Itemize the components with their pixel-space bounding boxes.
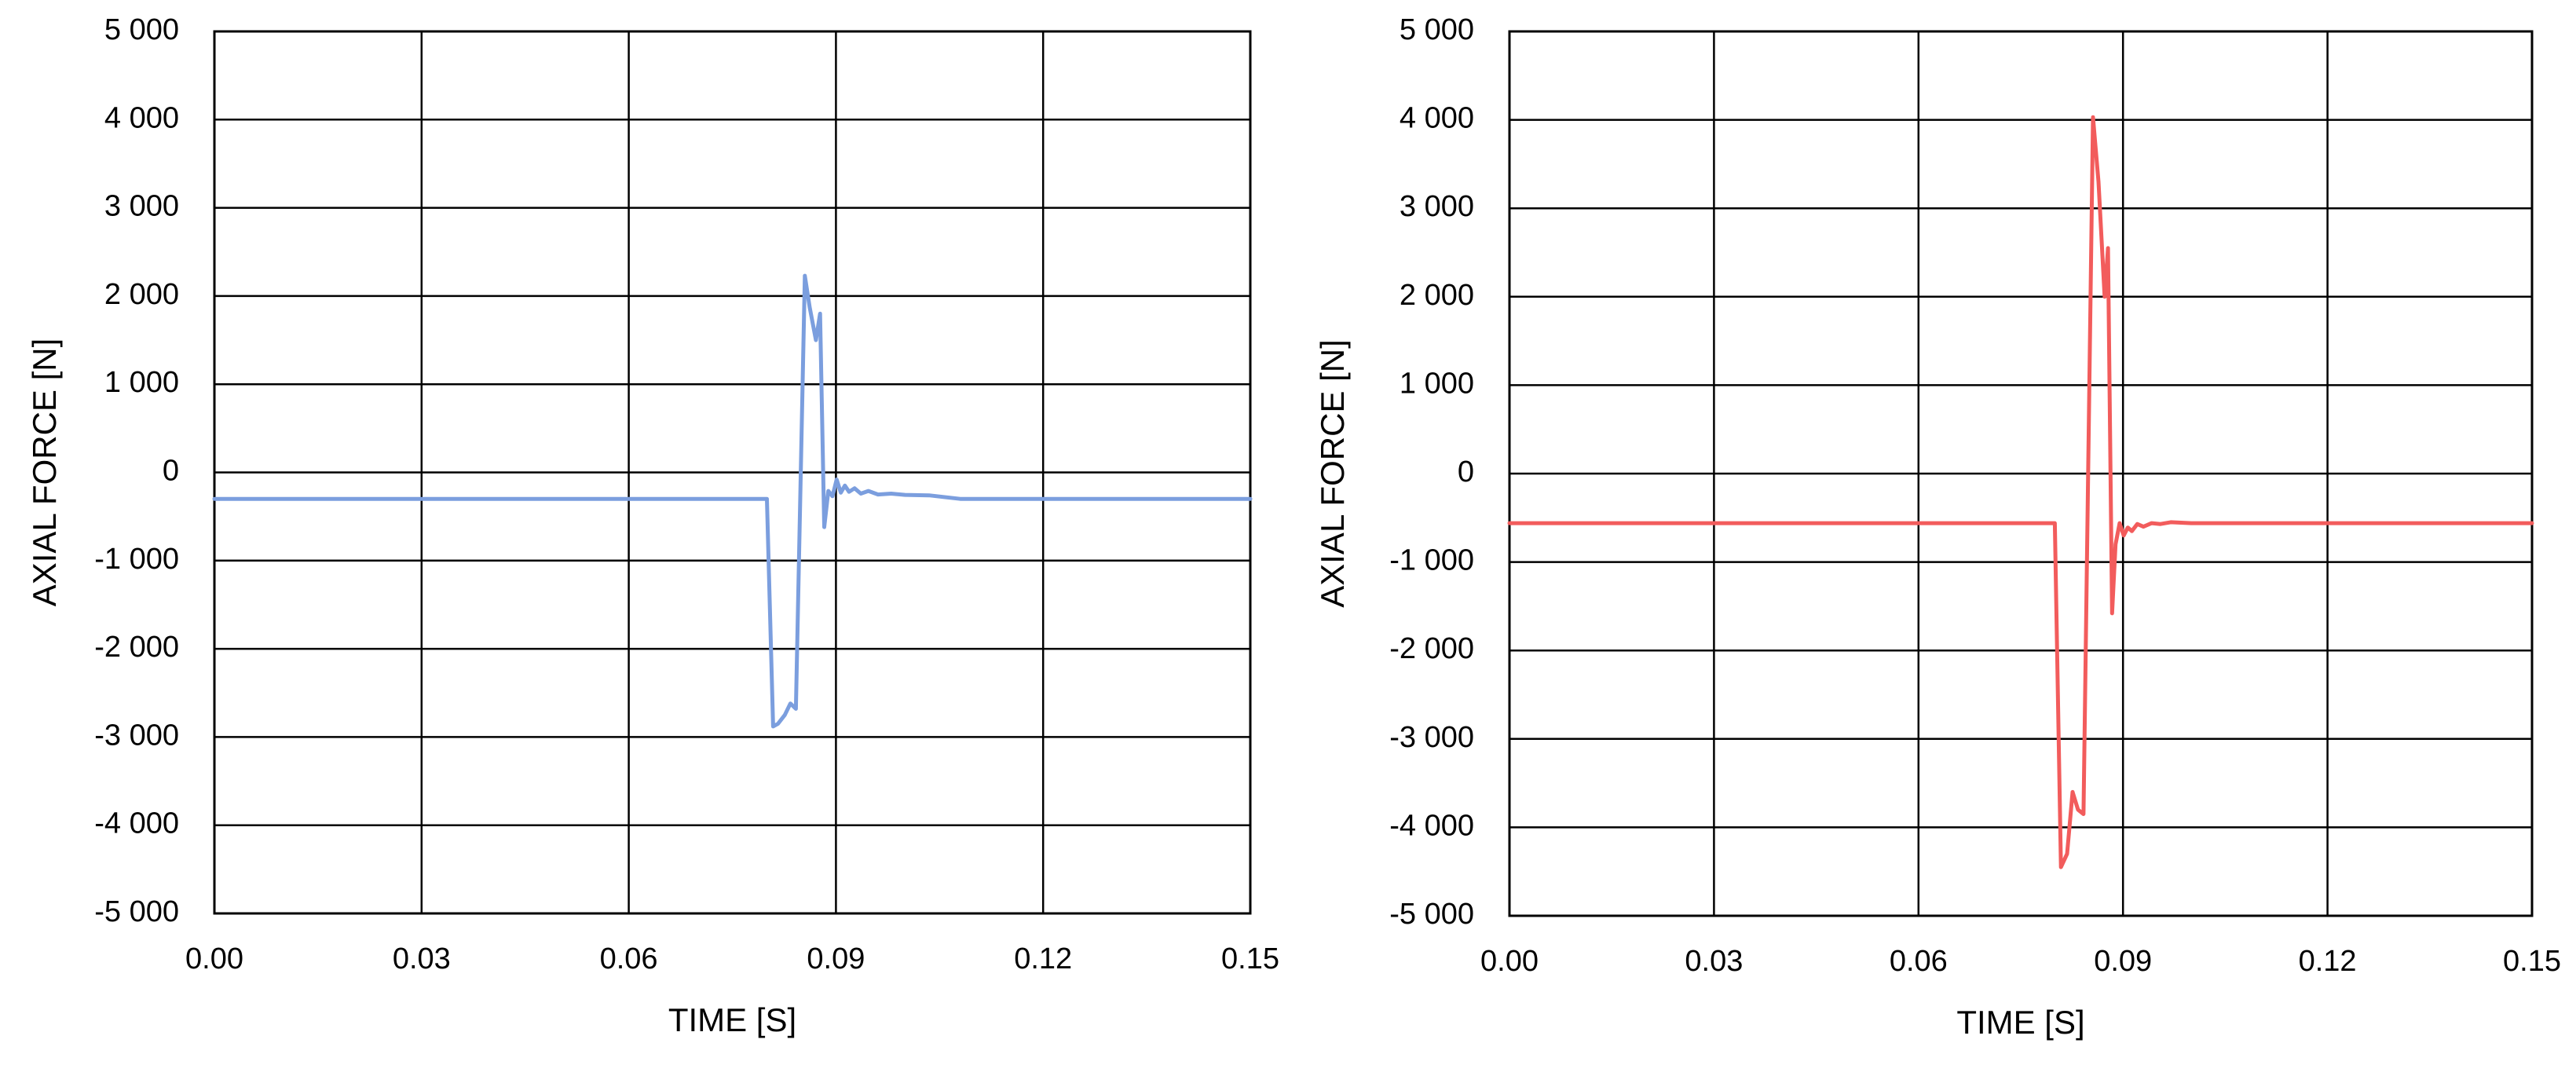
left-y-tick-label: -1 000 <box>94 543 179 576</box>
left-x-axis-title: TIME [S] <box>668 1001 796 1038</box>
left-y-tick-label: -2 000 <box>94 631 179 664</box>
right-x-tick-label: 0.12 <box>2299 945 2357 978</box>
left-y-tick-label: 4 000 <box>104 101 179 134</box>
left-x-tick-label: 0.09 <box>807 942 865 975</box>
left-y-tick-label: 2 000 <box>104 278 179 311</box>
left-plot-area <box>213 30 1252 915</box>
right-plot-area <box>1508 30 2534 917</box>
right-y-tick-label: 0 <box>1458 456 1474 489</box>
right-y-tick-label: -1 000 <box>1389 544 1474 577</box>
right-y-axis-title: AXIAL FORCE [N] <box>1314 339 1351 608</box>
left-x-tick-label: 0.15 <box>1221 942 1279 975</box>
left-y-tick-label: -3 000 <box>94 719 179 752</box>
right-y-tick-label: -2 000 <box>1389 632 1474 665</box>
left-series-line <box>212 273 1253 729</box>
left-x-tick-label: 0.12 <box>1014 942 1072 975</box>
chart-left: 5 000 4 000 3 000 2 000 1 000 0 -1 000 -2 000 -3… <box>26 13 1279 1038</box>
left-x-tick-label: 0.06 <box>600 942 658 975</box>
right-y-tick-label: 3 000 <box>1400 190 1474 223</box>
right-y-tick-label: 2 000 <box>1400 279 1474 312</box>
left-y-tick-label: 1 000 <box>104 366 179 399</box>
right-y-tick-label: -3 000 <box>1389 721 1474 754</box>
right-x-tick-label: 0.03 <box>1685 945 1743 978</box>
left-x-tick-label: 0.03 <box>393 942 451 975</box>
right-x-tick-label: 0.06 <box>1890 945 1948 978</box>
right-x-tick-label: 0.09 <box>2094 945 2152 978</box>
right-x-tick-label: 0.15 <box>2503 945 2561 978</box>
left-x-tick-label: 0.00 <box>185 942 243 975</box>
left-y-tick-label: -4 000 <box>94 807 179 840</box>
left-y-tick-label: -5 000 <box>94 895 179 928</box>
chart-right: 5 000 4 000 3 000 2 000 1 000 0 -1 000 -2 000 -3… <box>1314 13 2561 1041</box>
right-y-tick-label: 5 000 <box>1400 13 1474 46</box>
left-y-tick-label: 0 <box>163 455 179 488</box>
right-x-tick-label: 0.00 <box>1480 945 1539 978</box>
right-series-line <box>1507 115 2534 869</box>
right-y-tick-label: -4 000 <box>1389 809 1474 842</box>
left-y-tick-label: 5 000 <box>104 13 179 46</box>
right-x-axis-title: TIME [S] <box>1956 1004 2084 1041</box>
left-y-tick-label: 3 000 <box>104 190 179 223</box>
right-y-tick-label: 4 000 <box>1400 102 1474 135</box>
right-y-tick-label: -5 000 <box>1389 898 1474 931</box>
left-y-axis-title: AXIAL FORCE [N] <box>26 339 63 607</box>
right-y-tick-label: 1 000 <box>1400 367 1474 400</box>
